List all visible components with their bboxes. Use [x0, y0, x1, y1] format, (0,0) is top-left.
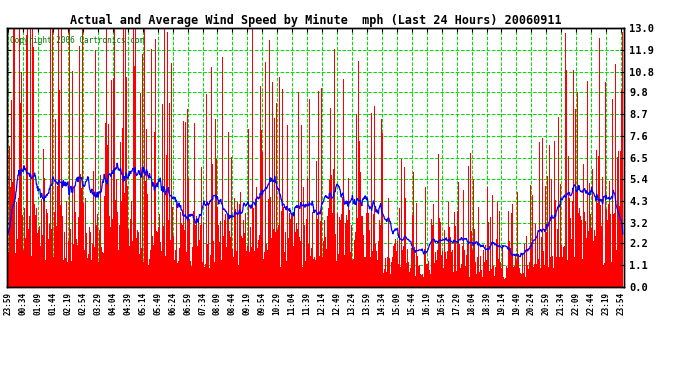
Title: Actual and Average Wind Speed by Minute  mph (Last 24 Hours) 20060911: Actual and Average Wind Speed by Minute …: [70, 14, 562, 27]
Text: Copyright 2006 Cartronics.com: Copyright 2006 Cartronics.com: [10, 36, 144, 45]
